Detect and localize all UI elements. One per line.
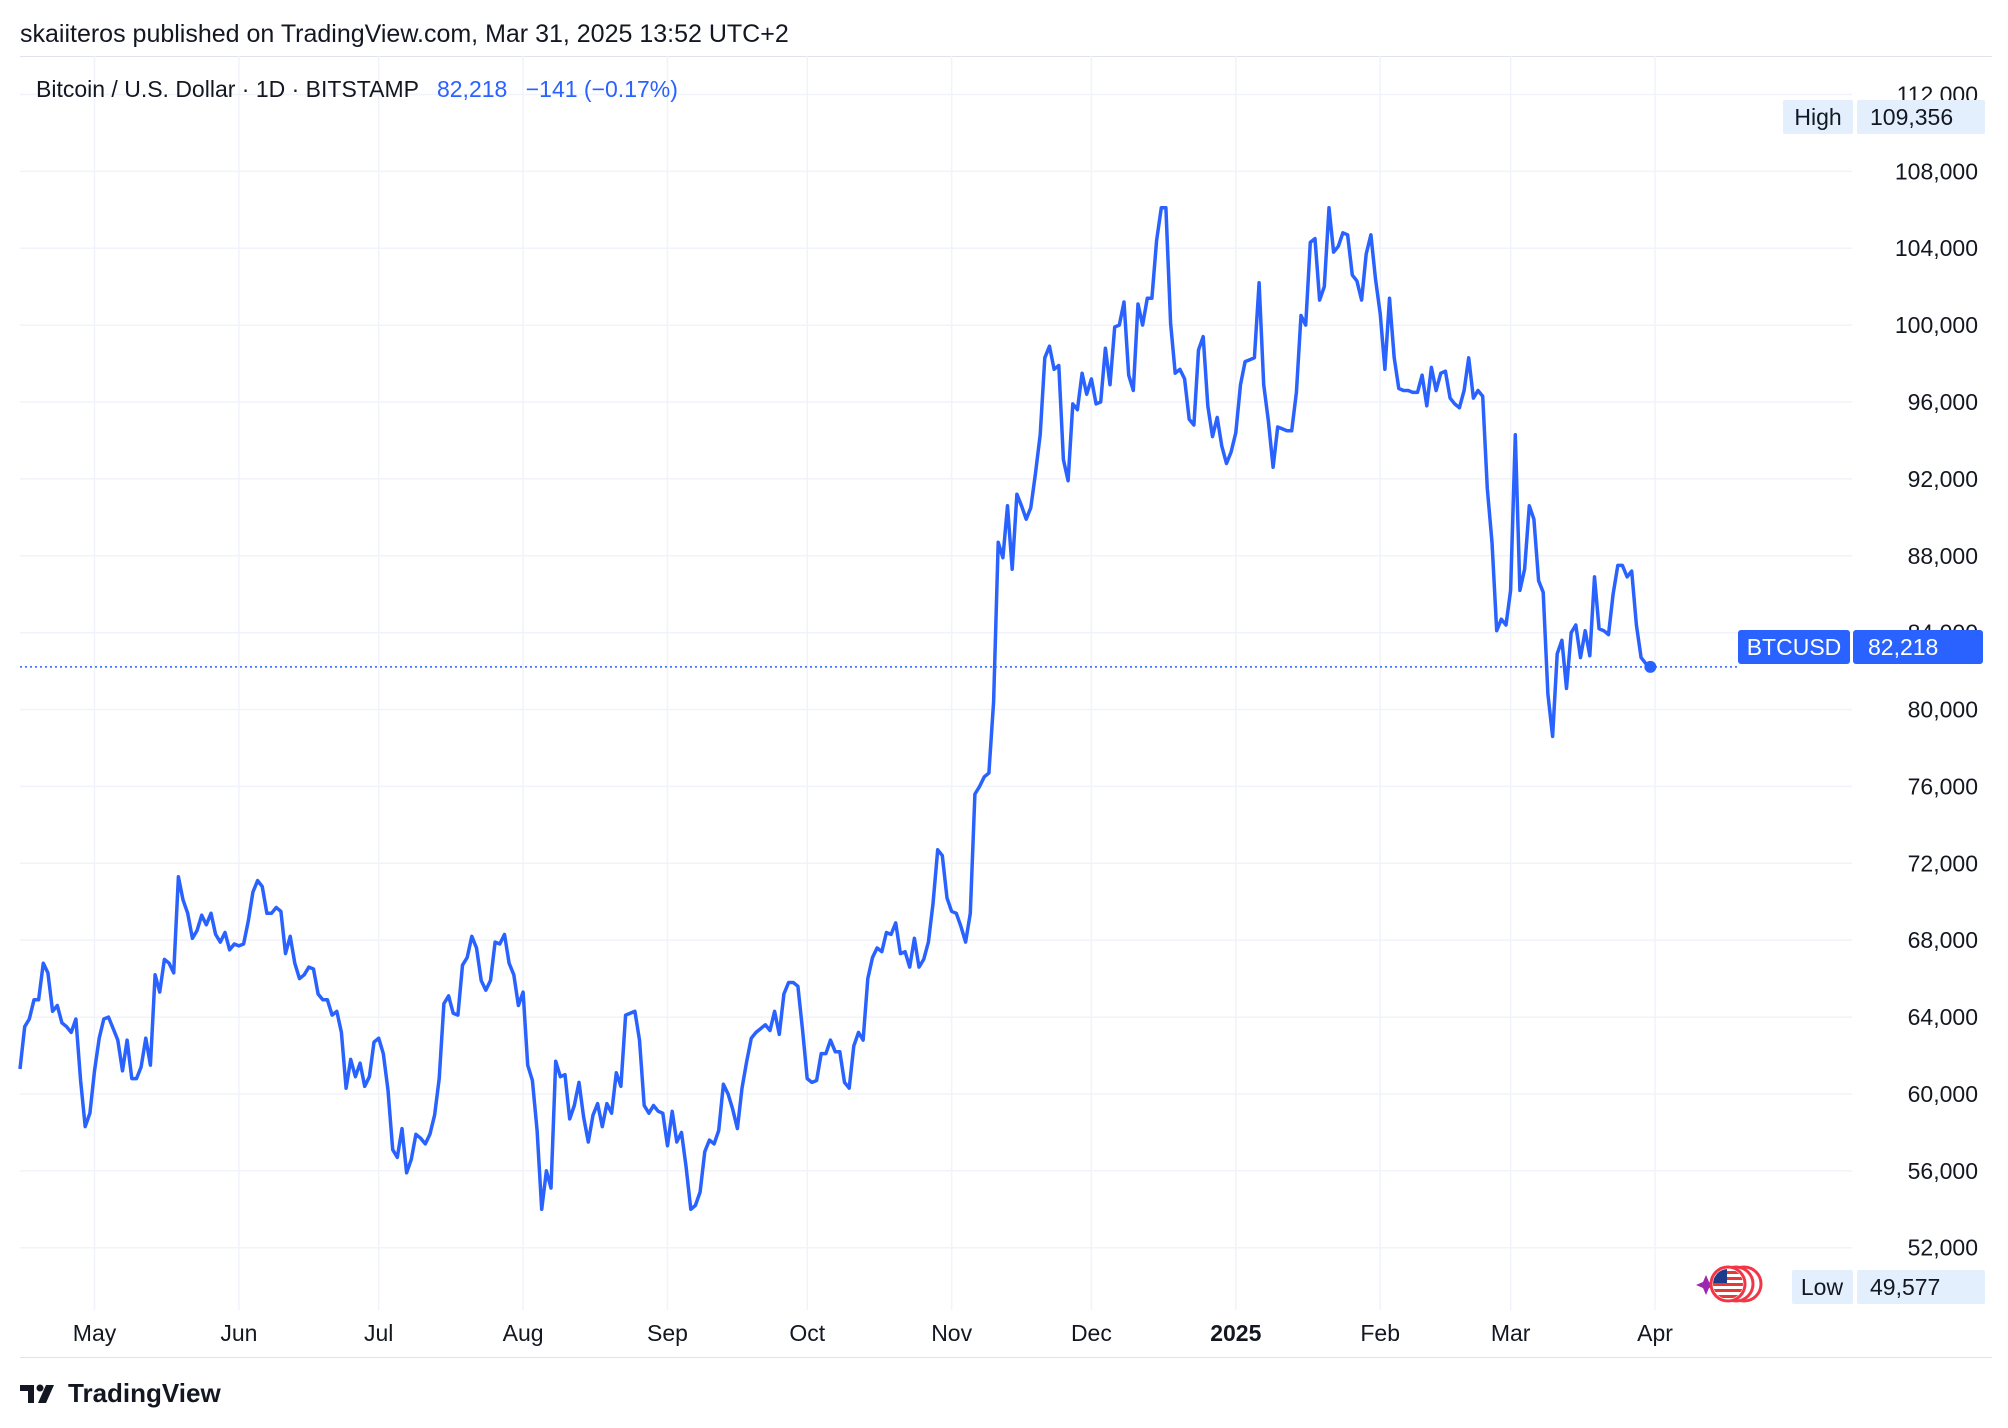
horizontal-grid (20, 93, 1852, 1249)
ticker-badge-bg (1738, 630, 1850, 664)
y-tick-label: 72,000 (1908, 850, 1978, 876)
x-tick-label: Nov (931, 1320, 972, 1346)
x-tick-label: May (73, 1320, 117, 1346)
y-tick-label: 108,000 (1895, 158, 1978, 184)
low-badge-value-bg (1857, 1270, 1985, 1304)
low-badge-value: 49,577 (1870, 1274, 1940, 1300)
y-axis-labels: 52,000 56,000 60,000 64,000 68,000 72,000 76,0… (1895, 81, 1978, 1260)
y-tick-label: 100,000 (1895, 312, 1978, 338)
high-badge-value-bg (1857, 100, 1985, 134)
chart-frame (20, 56, 1992, 1358)
y-tick-label: 76,000 (1908, 773, 1978, 799)
y-tick-label: 104,000 (1895, 235, 1978, 261)
high-badge-value: 109,356 (1870, 104, 1953, 130)
y-tick-label: 96,000 (1908, 389, 1978, 415)
vertical-grid (93, 56, 1656, 1310)
y-tick-label: 60,000 (1908, 1081, 1978, 1107)
high-badge-label: High (1794, 104, 1841, 130)
ticker-value-bg (1853, 630, 1983, 664)
tradingview-footer[interactable]: TradingView (20, 1378, 221, 1409)
tradingview-logo-icon (20, 1384, 54, 1403)
last-price-dot (1644, 660, 1657, 673)
high-badge-label-bg (1783, 100, 1853, 134)
x-axis-labels: May Jun Jul Aug Sep Oct Nov Dec 2025 Feb Mar Apr (73, 1320, 1673, 1346)
x-tick-label: Jun (220, 1320, 257, 1346)
x-tick-label: 2025 (1210, 1320, 1261, 1346)
published-line: skaiiteros published on TradingView.com,… (20, 20, 789, 48)
btcusd-price-line (18, 206, 1652, 1212)
x-tick-label: Dec (1071, 1320, 1112, 1346)
y-tick-label: 64,000 (1908, 1004, 1978, 1030)
low-badge-label-bg (1792, 1270, 1853, 1304)
x-tick-label: Jul (364, 1320, 393, 1346)
us-flag-events-icon[interactable] (1696, 1265, 1763, 1303)
x-tick-label: Apr (1637, 1320, 1673, 1346)
y-tick-label: 68,000 (1908, 927, 1978, 953)
symbol-title: Bitcoin / U.S. Dollar · 1D · BITSTAMP (36, 76, 419, 102)
x-tick-label: Oct (789, 1320, 825, 1346)
tradingview-brand: TradingView (68, 1378, 221, 1408)
y-tick-label: 80,000 (1908, 697, 1978, 723)
low-badge-label: Low (1801, 1274, 1844, 1300)
last-price: 82,218 (436, 76, 508, 102)
ticker-badge-value: 82,218 (1868, 634, 1938, 660)
x-tick-label: Feb (1360, 1320, 1400, 1346)
y-tick-label: 92,000 (1908, 466, 1978, 492)
price-change: −141 (−0.17%) (525, 76, 678, 102)
x-tick-label: Sep (647, 1320, 688, 1346)
y-tick-label: 88,000 (1908, 543, 1978, 569)
ticker-badge-label: BTCUSD (1747, 634, 1842, 660)
symbol-legend[interactable]: Bitcoin / U.S. Dollar · 1D · BITSTAMP 82… (36, 76, 678, 103)
x-tick-label: Mar (1491, 1320, 1531, 1346)
y-tick-label: 52,000 (1908, 1235, 1978, 1261)
x-tick-label: Aug (503, 1320, 544, 1346)
y-tick-label: 56,000 (1908, 1158, 1978, 1184)
